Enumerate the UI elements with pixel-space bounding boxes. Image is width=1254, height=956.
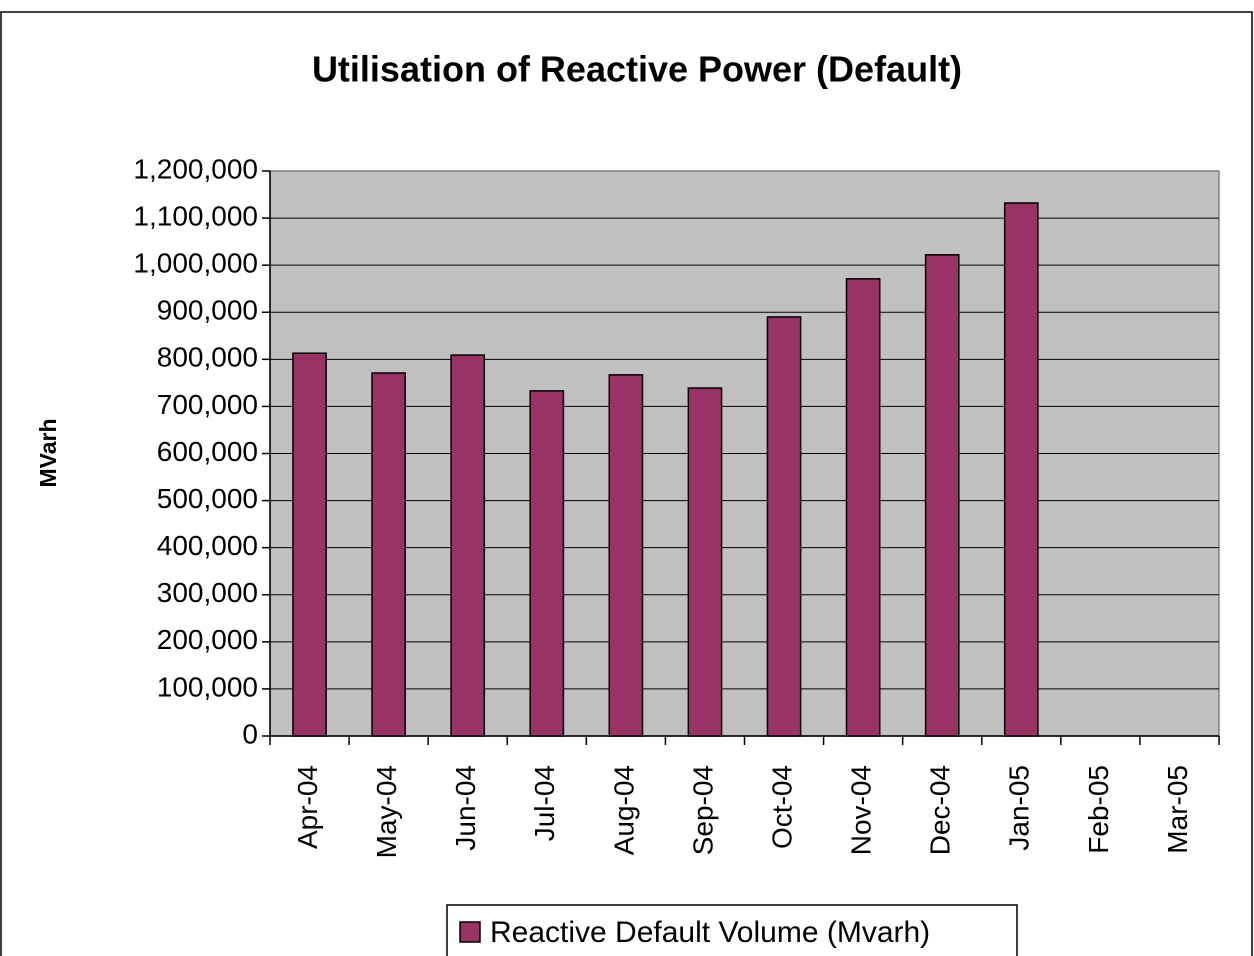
y-tick-label: 300,000 <box>157 577 258 608</box>
bar <box>529 390 565 737</box>
y-tick-label: 200,000 <box>157 624 258 655</box>
x-tick-label: Dec-04 <box>925 765 956 855</box>
y-axis-label: MVarh <box>35 418 61 487</box>
x-tick-label: Jan-05 <box>1004 765 1035 851</box>
y-tick-label: 1,200,000 <box>133 153 258 184</box>
y-tick-label: 900,000 <box>157 295 258 326</box>
y-tick-label: 1,100,000 <box>133 200 258 231</box>
bar <box>371 372 406 737</box>
x-tick-label: Sep-04 <box>687 765 718 855</box>
bar <box>687 387 723 737</box>
chart-title: Utilisation of Reactive Power (Default) <box>312 49 962 90</box>
y-tick-label: 0 <box>242 718 258 749</box>
x-tick-label: Jun-04 <box>450 765 481 851</box>
bar <box>608 374 644 737</box>
x-tick-label: Mar-05 <box>1162 765 1193 854</box>
legend-box <box>446 904 1018 956</box>
y-tick-label: 400,000 <box>157 530 258 561</box>
y-tick-label: 1,000,000 <box>133 248 258 279</box>
y-tick-label: 800,000 <box>157 342 258 373</box>
y-tick-label: 600,000 <box>157 436 258 467</box>
x-tick-label: Oct-04 <box>766 765 797 849</box>
bar <box>845 278 881 737</box>
x-tick-label: Apr-04 <box>292 765 323 849</box>
bar <box>1003 202 1039 737</box>
bar <box>766 316 802 737</box>
x-tick-label: Feb-05 <box>1083 765 1114 854</box>
y-tick-label: 100,000 <box>157 671 258 702</box>
x-tick-label: Nov-04 <box>846 765 877 855</box>
x-tick-label: May-04 <box>371 765 402 858</box>
bar <box>292 352 327 737</box>
bar <box>450 354 486 737</box>
legend-swatch <box>459 921 481 943</box>
x-tick-label: Aug-04 <box>608 765 639 855</box>
y-tick-label: 700,000 <box>157 389 258 420</box>
y-tick-label: 500,000 <box>157 483 258 514</box>
bar <box>924 254 960 737</box>
x-tick-label: Jul-04 <box>529 765 560 841</box>
legend-label: Reactive Default Volume (Mvarh) <box>490 916 930 949</box>
